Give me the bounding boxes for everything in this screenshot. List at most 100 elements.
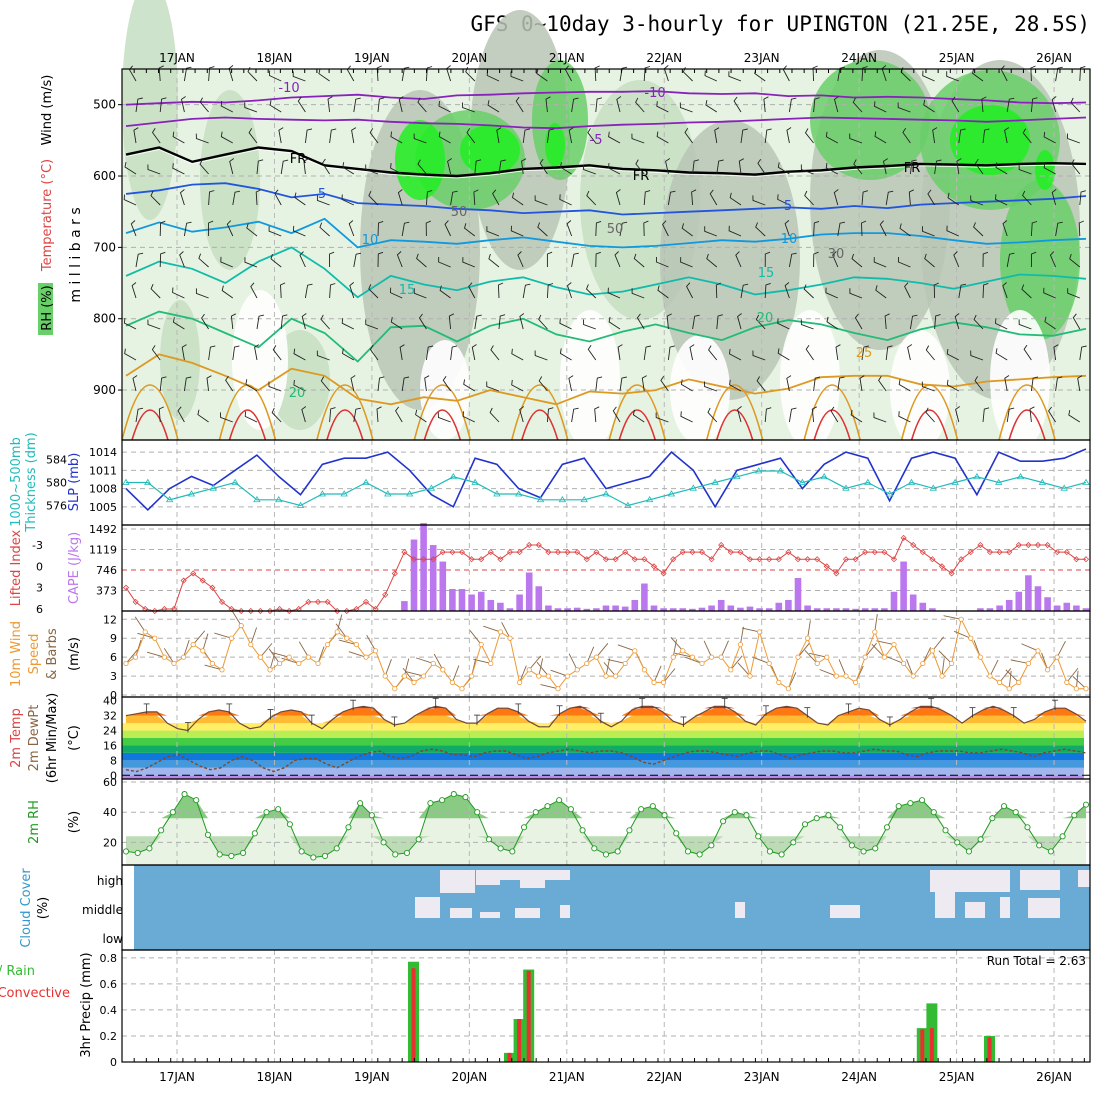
wind-barb	[947, 192, 960, 206]
rh-point	[345, 824, 352, 831]
wind-barb	[764, 407, 772, 423]
contour-label: FR	[290, 152, 307, 167]
wind-barb	[921, 381, 935, 392]
wind-barb	[488, 253, 500, 268]
wind-barb	[1018, 319, 1032, 330]
rh-point	[638, 806, 645, 813]
wind-speed-point	[353, 641, 359, 648]
wind-barb	[608, 131, 621, 144]
lifted-index-point	[410, 556, 418, 563]
cape-bar	[593, 608, 600, 611]
cape-tick-label: 1119	[89, 544, 117, 557]
thickness-point	[907, 478, 916, 485]
cloud-clear-high	[545, 870, 570, 880]
wind-barb	[898, 379, 911, 392]
cloud-clear-middle	[560, 905, 570, 918]
cape-bar	[977, 608, 984, 611]
wind-barb	[631, 133, 645, 144]
wind-barb	[469, 630, 482, 645]
lifted-index-point	[1063, 549, 1070, 556]
thickness-point	[493, 490, 501, 497]
temp-line	[125, 705, 1087, 732]
wind-speed-point	[939, 673, 945, 679]
wind-speed-point	[142, 629, 148, 635]
wind-barb	[1005, 669, 1020, 683]
wind-speed-point	[612, 673, 619, 679]
rh-point	[919, 797, 926, 804]
temp-tick-label: 0	[110, 769, 117, 782]
wind-barb	[1022, 128, 1032, 144]
isotherm-warm-arch	[998, 384, 1056, 441]
temp-band	[122, 730, 1084, 738]
cloud-clear-high	[930, 870, 1010, 892]
wind-barb	[244, 257, 258, 268]
wind-barb	[183, 639, 190, 658]
temp-band	[122, 738, 1084, 746]
wind-barb	[147, 319, 161, 330]
cape-bar	[900, 561, 907, 611]
lifted-index-point	[958, 556, 965, 563]
wind-speed-point	[756, 629, 763, 635]
temp-band	[122, 760, 1084, 768]
wind-barb	[571, 97, 579, 113]
wind-speed-point	[411, 679, 417, 685]
wind-barb	[805, 344, 814, 361]
cape-bar	[871, 608, 879, 611]
wind-barb	[202, 633, 209, 651]
wind-barb	[1006, 252, 1015, 268]
thickness-point	[689, 484, 697, 491]
lifted-index-point	[564, 549, 571, 556]
wind-barb	[879, 220, 887, 237]
wind-speed-point	[920, 660, 926, 667]
wind-barb	[756, 376, 766, 392]
day-label-bottom: 21JAN	[549, 1070, 585, 1084]
wind-barb	[804, 650, 818, 664]
rh-point	[977, 836, 984, 843]
wind-barb	[515, 96, 524, 113]
wind-barb	[327, 96, 333, 113]
lifted-tick-label: 0	[36, 560, 43, 573]
isotherm-warm-arch	[803, 384, 861, 441]
wind-barb	[833, 96, 839, 113]
wind-barb	[907, 344, 913, 361]
wind-barb	[172, 287, 185, 299]
lifted-index-point	[679, 549, 686, 556]
axis-label: (%)	[67, 811, 82, 834]
wind-barb	[320, 376, 330, 392]
rh-point	[872, 845, 879, 852]
wind-barb	[183, 376, 192, 392]
wind-barb	[897, 256, 911, 268]
cape-bar	[746, 606, 754, 611]
pressure-tick-label: 600	[93, 169, 116, 183]
rh-point	[860, 848, 867, 855]
wind-barb	[709, 189, 718, 206]
wind-speed-point	[468, 673, 475, 679]
wind-barb	[559, 318, 572, 330]
wind-barb	[231, 610, 242, 626]
lifted-index-point	[314, 598, 322, 605]
wind-barb	[346, 65, 355, 82]
thickness-point	[296, 501, 305, 508]
axis-label: 2m RH	[27, 800, 42, 844]
wind-speed-point	[872, 629, 878, 635]
wind-barb	[350, 375, 356, 392]
wind-barb	[729, 192, 742, 206]
rh-fill-region	[950, 105, 1030, 175]
wind-barb	[451, 665, 460, 683]
contour-label: 30	[828, 247, 845, 262]
rh-point	[474, 809, 481, 816]
wind-barb	[886, 656, 904, 664]
temp-tick-label: 16	[103, 739, 117, 752]
axis-label: Cloud Cover	[19, 868, 34, 948]
rh-point	[602, 851, 610, 858]
isotherm-hot-arch	[618, 409, 657, 441]
wind-barb	[473, 189, 479, 206]
wind-barb	[1029, 406, 1035, 423]
wind-barb	[728, 71, 742, 82]
cape-bar	[1034, 586, 1042, 611]
wind-barb	[560, 162, 572, 175]
wind-barb	[923, 99, 935, 113]
contour-label: 50	[451, 205, 468, 220]
wind-barb	[716, 159, 724, 175]
